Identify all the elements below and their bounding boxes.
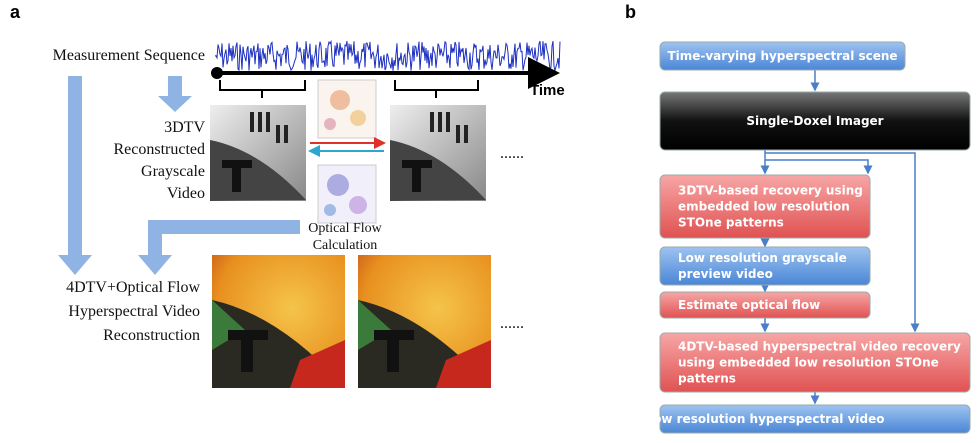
arrow (158, 76, 192, 112)
signal (214, 39, 561, 72)
panel-label: b (625, 2, 636, 22)
label: Video (167, 185, 205, 202)
label: Hyperspectral Video (68, 303, 200, 320)
label: 4DTV+Optical Flow (66, 279, 200, 296)
label: Reconstructed (113, 141, 205, 158)
node-box (659, 246, 871, 286)
flow-image (317, 79, 377, 139)
node-label: embedded low resolution (678, 200, 850, 214)
arrow (58, 76, 92, 275)
label: Calculation (313, 238, 378, 253)
node-box (659, 41, 906, 71)
label: Reconstruction (103, 327, 200, 344)
node-label: Time-varying hyperspectral scene (667, 49, 897, 63)
hyperspectral-frame (212, 255, 345, 388)
hyperspectral-frame (358, 255, 491, 388)
ellipsis: ...... (500, 315, 524, 332)
label: Optical Flow (308, 221, 382, 236)
axis-label: Time (530, 82, 565, 99)
node-label: 4DTV-based hyperspectral video recovery (678, 340, 961, 354)
node-box (659, 174, 871, 239)
bracket (219, 80, 306, 98)
ellipsis: ...... (500, 145, 524, 162)
node-label: preview video (678, 267, 773, 281)
bracket (394, 80, 479, 98)
node-label: STOne patterns (678, 216, 784, 230)
node-box (659, 291, 871, 319)
grayscale-frame (210, 105, 306, 201)
label: 3DTV (164, 119, 205, 136)
node-label: using embedded low resolution STOne (678, 356, 939, 370)
connector (760, 70, 920, 405)
node-label: Low resolution grayscale (678, 251, 847, 265)
label: Measurement Sequence (53, 47, 205, 64)
flow-image (317, 164, 377, 224)
panel-label: a (10, 2, 21, 22)
label: Grayscale (141, 163, 205, 180)
node-label: Low resolution hyperspectral video (645, 412, 884, 426)
node-label: Estimate optical flow (678, 298, 820, 312)
arrow (138, 220, 300, 275)
node-box (659, 404, 971, 434)
node-box (659, 91, 971, 151)
grayscale-frame (390, 105, 486, 201)
node-label: 3DTV-based recovery using (678, 184, 863, 198)
node-box (659, 332, 971, 393)
node-label: patterns (678, 372, 736, 386)
node-label: Single-Doxel Imager (746, 114, 883, 128)
